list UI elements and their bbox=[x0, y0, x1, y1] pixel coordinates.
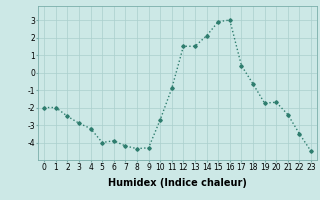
X-axis label: Humidex (Indice chaleur): Humidex (Indice chaleur) bbox=[108, 178, 247, 188]
